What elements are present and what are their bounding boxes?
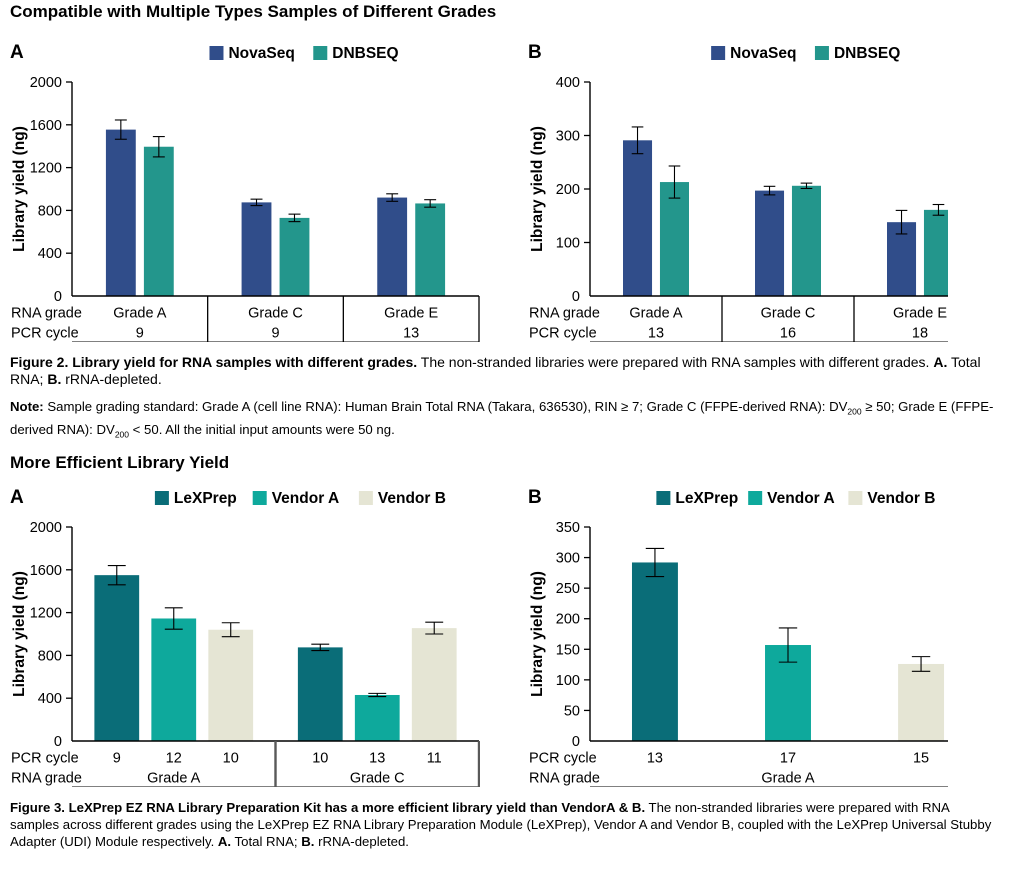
svg-text:PCR cycle: PCR cycle	[11, 750, 79, 766]
svg-text:PCR cycle: PCR cycle	[529, 326, 597, 342]
svg-text:10: 10	[223, 750, 239, 766]
svg-text:RNA grade: RNA grade	[529, 771, 600, 787]
svg-text:100: 100	[556, 236, 580, 252]
svg-text:9: 9	[136, 326, 144, 342]
svg-text:150: 150	[556, 642, 580, 658]
svg-text:Vendor B: Vendor B	[867, 490, 935, 507]
svg-text:2000: 2000	[30, 520, 62, 536]
svg-text:A: A	[10, 487, 24, 508]
svg-text:350: 350	[556, 520, 580, 536]
svg-text:13: 13	[648, 326, 664, 342]
svg-text:0: 0	[572, 289, 580, 305]
svg-text:800: 800	[38, 203, 62, 219]
svg-text:B: B	[528, 487, 542, 508]
svg-text:400: 400	[556, 75, 580, 91]
svg-text:1600: 1600	[30, 563, 62, 579]
svg-text:11: 11	[427, 750, 442, 766]
svg-text:9: 9	[113, 750, 121, 766]
svg-text:17: 17	[780, 750, 796, 766]
svg-text:12: 12	[166, 750, 182, 766]
svg-text:Grade C: Grade C	[761, 305, 816, 321]
svg-text:B: B	[528, 42, 542, 63]
svg-text:400: 400	[38, 246, 62, 262]
svg-text:Library yield (ng): Library yield (ng)	[529, 126, 546, 252]
svg-text:Vendor A: Vendor A	[272, 490, 339, 507]
svg-text:Grade E: Grade E	[893, 305, 947, 321]
svg-text:LeXPrep: LeXPrep	[174, 490, 237, 507]
svg-text:RNA grade: RNA grade	[529, 305, 600, 321]
svg-text:13: 13	[369, 750, 385, 766]
svg-text:2000: 2000	[30, 75, 62, 91]
svg-text:13: 13	[403, 326, 419, 342]
svg-text:200: 200	[556, 182, 580, 198]
svg-text:Grade A: Grade A	[113, 305, 167, 321]
svg-text:DNBSEQ: DNBSEQ	[834, 45, 900, 62]
svg-text:13: 13	[647, 750, 663, 766]
svg-text:1200: 1200	[30, 606, 62, 622]
svg-text:NovaSeq: NovaSeq	[228, 45, 294, 62]
svg-text:Vendor B: Vendor B	[378, 490, 446, 507]
svg-text:50: 50	[564, 703, 580, 719]
svg-text:9: 9	[271, 326, 279, 342]
svg-text:A: A	[10, 42, 24, 63]
svg-text:100: 100	[556, 673, 580, 689]
svg-text:200: 200	[556, 612, 580, 628]
svg-text:Grade A: Grade A	[147, 771, 201, 787]
svg-text:PCR cycle: PCR cycle	[529, 750, 597, 766]
svg-text:0: 0	[54, 734, 62, 750]
svg-text:Grade A: Grade A	[629, 305, 683, 321]
svg-text:Grade A: Grade A	[761, 771, 815, 787]
svg-text:0: 0	[54, 289, 62, 305]
svg-text:1200: 1200	[30, 161, 62, 177]
svg-text:18: 18	[912, 326, 928, 342]
svg-text:Vendor A: Vendor A	[767, 490, 834, 507]
svg-text:1600: 1600	[30, 118, 62, 134]
svg-text:NovaSeq: NovaSeq	[730, 45, 796, 62]
svg-text:Grade E: Grade E	[384, 305, 438, 321]
svg-text:0: 0	[572, 734, 580, 750]
svg-text:Grade C: Grade C	[350, 771, 405, 787]
svg-text:DNBSEQ: DNBSEQ	[332, 45, 398, 62]
svg-text:15: 15	[913, 750, 929, 766]
svg-text:Library yield (ng): Library yield (ng)	[529, 571, 546, 697]
svg-text:PCR cycle: PCR cycle	[11, 326, 79, 342]
svg-text:Library yield (ng): Library yield (ng)	[11, 571, 28, 697]
svg-text:300: 300	[556, 551, 580, 567]
svg-text:400: 400	[38, 691, 62, 707]
svg-text:RNA grade: RNA grade	[11, 305, 82, 321]
svg-text:RNA grade: RNA grade	[11, 771, 82, 787]
svg-text:Library yield (ng): Library yield (ng)	[11, 126, 28, 252]
svg-text:16: 16	[780, 326, 796, 342]
svg-text:LeXPrep: LeXPrep	[675, 490, 738, 507]
svg-text:300: 300	[556, 129, 580, 145]
svg-text:10: 10	[312, 750, 328, 766]
svg-text:800: 800	[38, 648, 62, 664]
svg-text:250: 250	[556, 581, 580, 597]
svg-text:Grade C: Grade C	[248, 305, 303, 321]
